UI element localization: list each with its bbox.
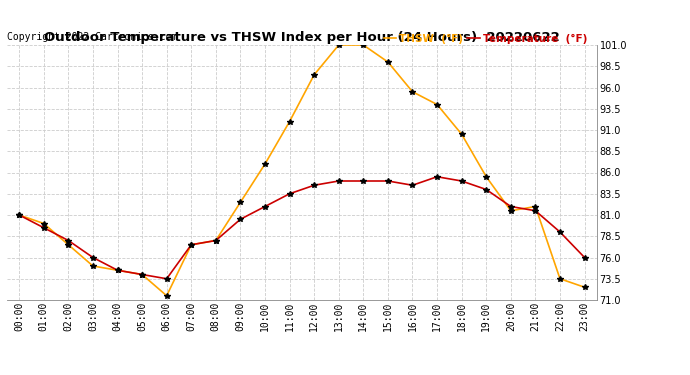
Legend: THSW  (°F), Temperature  (°F): THSW (°F), Temperature (°F) <box>380 30 591 48</box>
Text: Copyright 2022 Cartronics.com: Copyright 2022 Cartronics.com <box>7 33 177 42</box>
Title: Outdoor Temperature vs THSW Index per Hour (24 Hours)  20220622: Outdoor Temperature vs THSW Index per Ho… <box>44 31 560 44</box>
